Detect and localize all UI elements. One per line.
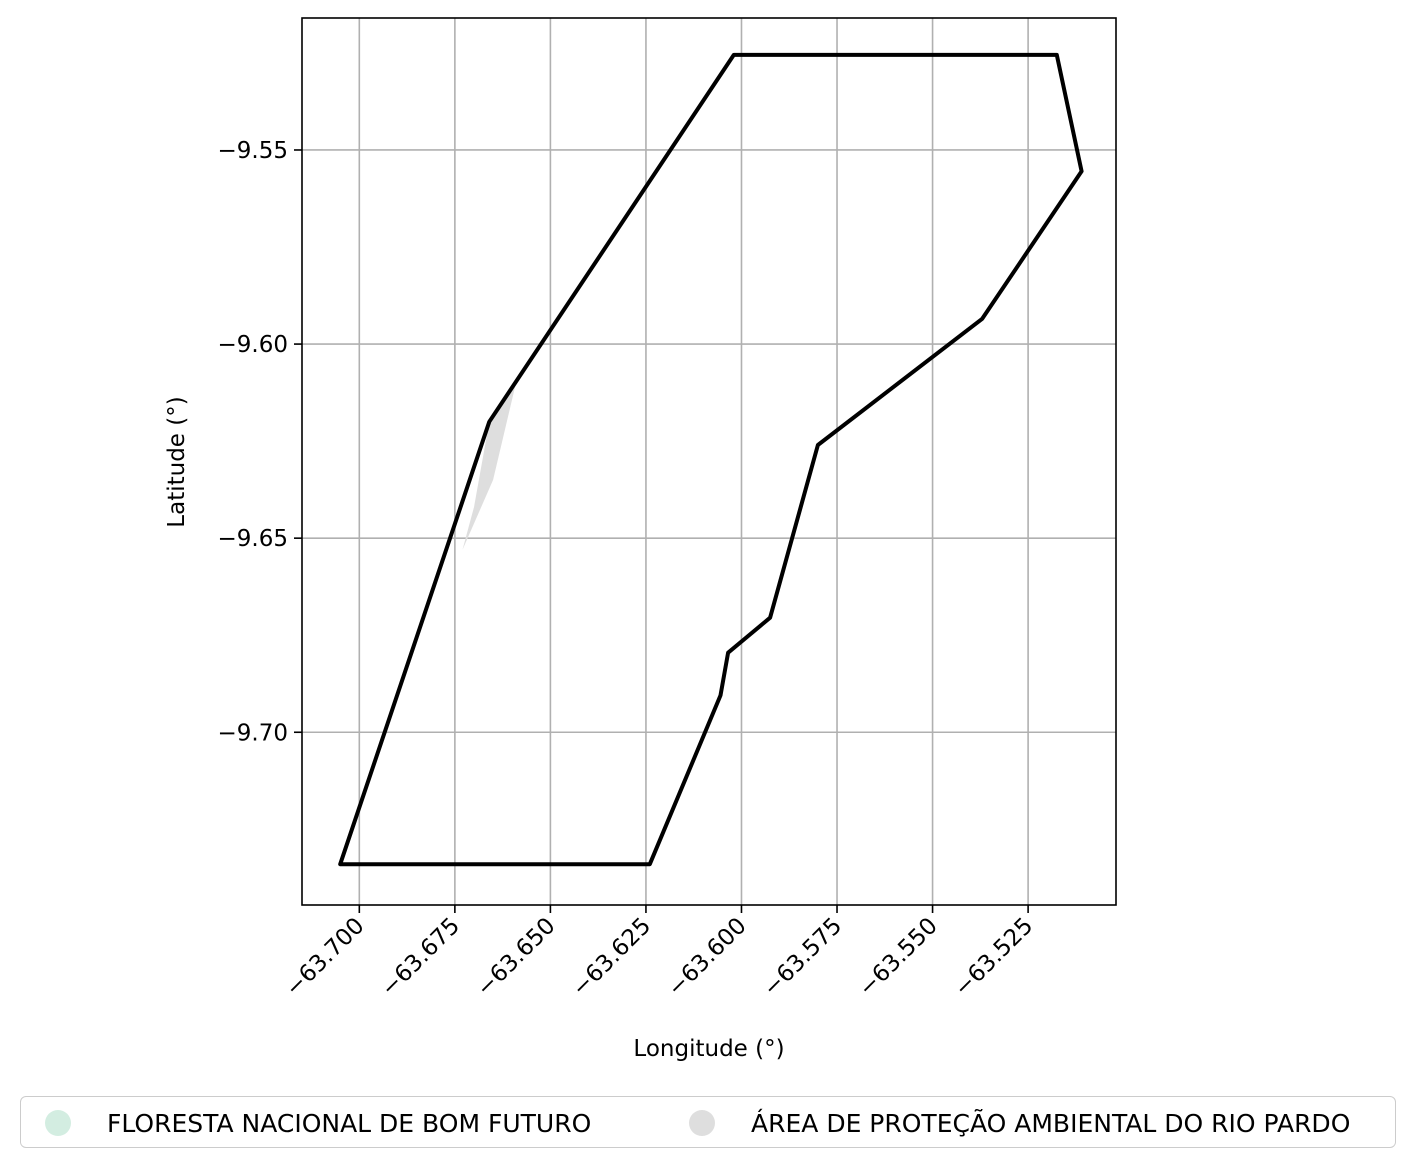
grid-lines <box>302 18 1116 905</box>
x-tick-label: −63.600 <box>663 913 752 1002</box>
y-tick-label: −9.70 <box>218 720 288 746</box>
axes-frame <box>301 17 1117 906</box>
y-axis-label: Latitude (°) <box>164 396 190 527</box>
legend-item-floresta: FLORESTA NACIONAL DE BOM FUTURO <box>45 1097 591 1149</box>
polygon-layer <box>338 52 1084 867</box>
x-tick-label: −63.525 <box>949 913 1038 1002</box>
legend-item-apa-rio-pardo: ÁREA DE PROTEÇÃO AMBIENTAL DO RIO PARDO <box>689 1097 1350 1149</box>
x-axis-label: Longitude (°) <box>633 1036 784 1062</box>
x-tick-label: −63.650 <box>472 913 561 1002</box>
legend-marker-apa-rio-pardo <box>689 1110 715 1136</box>
axis-ticks: −63.700 −63.675 −63.650 −63.625 −63.600 −63.5… <box>218 138 1039 1002</box>
legend-label-floresta: FLORESTA NACIONAL DE BOM FUTURO <box>107 1108 592 1138</box>
polygon-floresta-nacional-bom-futuro <box>338 52 1084 867</box>
x-tick-label: −63.550 <box>854 913 943 1002</box>
y-tick-label: −9.55 <box>218 138 288 164</box>
x-tick-label: −63.575 <box>758 913 847 1002</box>
legend-marker-floresta <box>45 1110 71 1136</box>
y-tick-label: −9.65 <box>218 526 288 552</box>
polygon-apa-rio-pardo <box>462 382 516 550</box>
legend-label-apa-rio-pardo: ÁREA DE PROTEÇÃO AMBIENTAL DO RIO PARDO <box>751 1108 1351 1138</box>
x-tick-label: −63.625 <box>567 913 656 1002</box>
x-tick-label: −63.700 <box>281 913 370 1002</box>
x-tick-label: −63.675 <box>376 913 465 1002</box>
y-tick-label: −9.60 <box>218 332 288 358</box>
legend: FLORESTA NACIONAL DE BOM FUTURO ÁREA DE … <box>20 1096 1396 1148</box>
